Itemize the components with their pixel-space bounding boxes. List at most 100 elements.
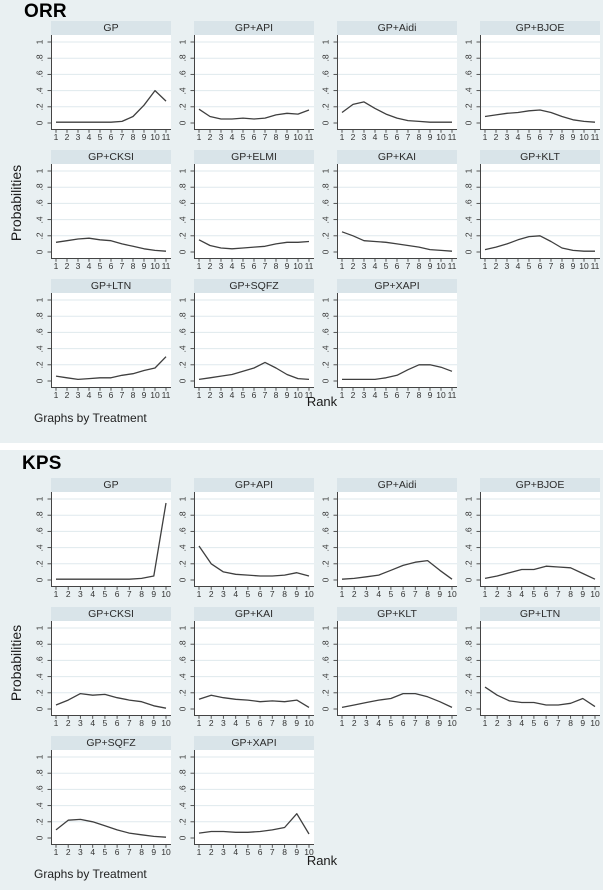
- x-axis-tick-label: 5: [526, 132, 532, 142]
- orr-panel: ORR Probabilities 0.2.4.6.8 1 GP 1 2 3 4 5 6 7 8 9 1…: [0, 0, 603, 443]
- y-axis-tick-label: 1: [177, 625, 188, 631]
- x-axis-labels: 1 2 3 4 5 6 7 8 9 10: [337, 716, 457, 729]
- x-axis-tick-label: 6: [543, 589, 549, 599]
- y-axis-tick-label: 0: [34, 577, 45, 583]
- y-axis-tick-label: .4: [34, 802, 45, 810]
- x-axis-tick-label: 5: [388, 589, 394, 599]
- y-axis-labels: 0 .2 .4 .6 .8 1: [457, 492, 480, 587]
- x-axis-tick-label: 4: [90, 718, 96, 728]
- y-axis-tick-label: .2: [34, 232, 45, 240]
- data-line: [341, 692, 453, 709]
- kps-panel: KPS Probabilities 0.2.4.6.8 1 GP 1 2 3 4 5 6 7 8 9 1…: [0, 450, 603, 890]
- y-axis-tick-label: .6: [463, 656, 474, 664]
- x-axis-tick-label: 1: [339, 132, 345, 142]
- x-axis-tick-label: 4: [229, 261, 235, 271]
- y-axis-tick-label: .6: [177, 785, 188, 793]
- y-axis-tick-label: .2: [463, 689, 474, 697]
- x-axis-tick-label: 10: [304, 718, 314, 728]
- x-axis-tick-label: 5: [531, 589, 537, 599]
- x-axis-tick-label: 10: [579, 132, 589, 142]
- x-axis-tick-label: 5: [245, 847, 251, 857]
- plot-area: [476, 164, 600, 262]
- x-axis-tick-label: 8: [425, 589, 430, 599]
- chart-gp-elmi: 0.2.4.6.8 1 GP+ELMI 1 2 3 4 5 6 7 8 9 10 11: [171, 149, 314, 272]
- x-axis-tick-label: 2: [208, 589, 214, 599]
- y-axis-tick-label: 0: [34, 249, 45, 255]
- x-axis-labels: 1 2 3 4 5 6 7 8 9 10 11: [51, 259, 171, 272]
- x-axis-tick-label: 2: [494, 718, 500, 728]
- y-axis-tick-label: 0: [177, 249, 188, 255]
- y-axis-tick-label: .4: [463, 544, 474, 552]
- y-axis-tick-label: .4: [177, 216, 188, 224]
- x-axis-tick-label: 6: [251, 132, 257, 142]
- x-axis-labels: 1 2 3 4 5 6 7 8 9 10 11: [480, 259, 600, 272]
- x-axis-labels: 1 2 3 4 5 6 7 8 9 10 11: [194, 388, 314, 401]
- y-axis-tick-label: 0: [320, 249, 331, 255]
- y-axis-tick-label: .4: [177, 87, 188, 95]
- kps-chart-grid: 0.2.4.6.8 1 GP 1 2 3 4 5 6 7 8 9 10 0.2.4.6.8 1 GP+API 1…: [28, 450, 600, 864]
- chart-gp-api: 0.2.4.6.8 1 GP+API 1 2 3 4 5 6 7 8 9 10 11: [171, 20, 314, 143]
- y-axis-tick-label: .8: [177, 511, 188, 519]
- x-axis-tick-label: 1: [196, 589, 202, 599]
- x-axis-tick-label: 6: [108, 261, 114, 271]
- data-line: [55, 237, 167, 252]
- chart-title: GP+Aidi: [337, 21, 457, 35]
- chart-gp-api: 0.2.4.6.8 1 GP+API 1 2 3 4 5 6 7 8 9 10: [171, 477, 314, 600]
- x-axis-tick-label: 2: [494, 589, 500, 599]
- x-axis-tick-label: 6: [394, 132, 400, 142]
- x-axis-tick-label: 4: [515, 132, 521, 142]
- y-axis-tick-label: .2: [177, 689, 188, 697]
- x-axis-tick-label: 11: [447, 261, 457, 271]
- y-axis-tick-label: .2: [463, 560, 474, 568]
- y-axis-tick-label: .6: [177, 199, 188, 207]
- x-axis-tick-label: 6: [537, 132, 543, 142]
- chart-gp-aidi: 0.2.4.6.8 1 GP+Aidi 1 2 3 4 5 6 7 8 9 10: [314, 477, 457, 600]
- y-axis-tick-label: .2: [320, 689, 331, 697]
- y-axis-tick-label: .8: [34, 769, 45, 777]
- x-axis-labels: 1 2 3 4 5 6 7 8 9 10: [194, 587, 314, 600]
- x-axis-tick-label: 7: [548, 132, 554, 142]
- x-axis-tick-label: 2: [64, 132, 70, 142]
- plot-area: [476, 35, 600, 133]
- y-axis-tick-label: .6: [320, 199, 331, 207]
- y-axis-tick-label: .8: [463, 54, 474, 62]
- y-axis-tick-label: .8: [34, 511, 45, 519]
- x-axis-tick-label: 7: [262, 261, 268, 271]
- x-axis-tick-label: 1: [196, 132, 202, 142]
- x-axis-tick-label: 1: [196, 390, 202, 400]
- y-axis-labels: 0 .2 .4 .6 .8 1: [314, 492, 337, 587]
- y-axis-labels: 0 .2 .4 .6 .8 1: [314, 293, 337, 388]
- x-axis-tick-label: 4: [86, 261, 92, 271]
- x-axis-tick-label: 10: [590, 718, 600, 728]
- y-axis-tick-label: .4: [177, 802, 188, 810]
- y-axis-tick-label: 1: [320, 496, 331, 502]
- y-axis-title: Probabilities: [8, 164, 24, 242]
- y-axis-tick-label: .6: [34, 199, 45, 207]
- x-axis-tick-label: 9: [284, 390, 290, 400]
- orr-panel-heading: ORR: [24, 1, 67, 22]
- y-axis-tick-label: .8: [177, 769, 188, 777]
- graphs-by-note: Graphs by Treatment: [34, 867, 147, 881]
- x-axis-tick-label: 7: [548, 261, 554, 271]
- chart-gp-sqfz: 0.2.4.6.8 1 GP+SQFZ 1 2 3 4 5 6 7 8 9 10 11: [171, 278, 314, 401]
- x-axis-tick-label: 3: [75, 390, 81, 400]
- x-axis-tick-label: 11: [304, 390, 314, 400]
- y-axis-labels: 0 .2 .4 .6 .8 1: [171, 35, 194, 130]
- x-axis-tick-label: 3: [361, 132, 367, 142]
- data-line: [198, 545, 310, 577]
- x-axis-tick-label: 9: [580, 718, 586, 728]
- y-axis-tick-label: 1: [320, 297, 331, 303]
- x-axis-tick-label: 4: [233, 589, 239, 599]
- x-axis-tick-label: 8: [416, 261, 422, 271]
- y-axis-labels: 0 .2 .4 .6 .8 1: [28, 750, 51, 845]
- x-axis-tick-label: 1: [339, 261, 345, 271]
- x-axis-tick-label: 8: [568, 718, 573, 728]
- chart-title: GP+SQFZ: [51, 736, 171, 750]
- x-axis-tick-label: 6: [114, 589, 120, 599]
- x-axis-tick-label: 8: [416, 390, 422, 400]
- y-axis-tick-label: 0: [177, 577, 188, 583]
- x-axis-tick-label: 5: [245, 589, 251, 599]
- x-axis-tick-label: 6: [114, 847, 120, 857]
- x-axis-labels: 1 2 3 4 5 6 7 8 9 10: [51, 587, 171, 600]
- chart-title: GP+XAPI: [194, 736, 314, 750]
